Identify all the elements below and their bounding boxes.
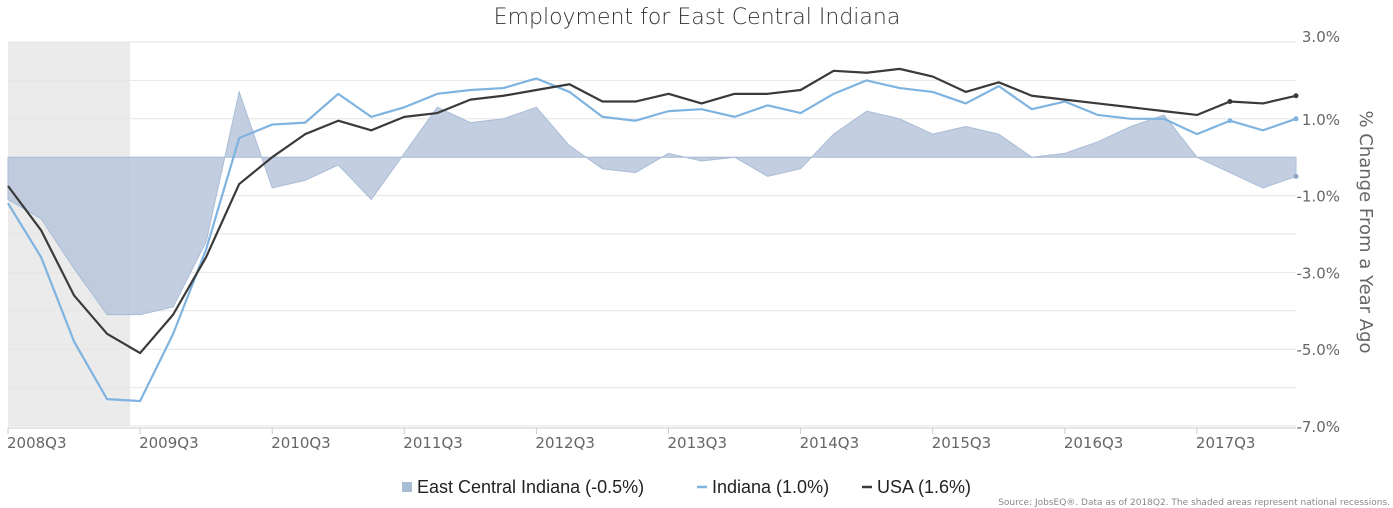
y-tick-label: 1.0% <box>1302 111 1340 129</box>
source-note: Source: JobsEQ®. Data as of 2018Q2. The … <box>998 498 1390 508</box>
x-tick-label: 2011Q3 <box>403 434 463 452</box>
y-tick-label: 3.0% <box>1302 28 1340 46</box>
y-axis-label: % Change From a Year Ago <box>1355 110 1376 353</box>
legend-label: Indiana (1.0%) <box>712 477 829 497</box>
x-tick-label: 2010Q3 <box>271 434 331 452</box>
legend[interactable]: East Central Indiana (-0.5%) Indiana (1.0… <box>402 477 971 497</box>
legend-item[interactable]: USA (1.6%) <box>862 477 971 497</box>
y-tick-label: -3.0% <box>1296 264 1340 282</box>
x-tick-label: 2012Q3 <box>535 434 595 452</box>
data-point <box>1293 173 1299 179</box>
x-tick-label: 2014Q3 <box>800 434 860 452</box>
legend-item[interactable]: East Central Indiana (-0.5%) <box>402 477 644 497</box>
series-line-indiana <box>7 77 1297 403</box>
x-tick-label: 2015Q3 <box>932 434 992 452</box>
chart-title: Employment for East Central Indiana <box>494 5 901 30</box>
series-area-east-central-indiana <box>7 90 1297 316</box>
series-line-usa <box>7 67 1297 355</box>
data-point <box>1293 116 1299 122</box>
legend-label: USA (1.6%) <box>877 477 971 497</box>
y-tick-label: -5.0% <box>1296 341 1340 359</box>
y-tick-label: -7.0% <box>1296 418 1340 436</box>
x-tick-label: 2017Q3 <box>1196 434 1256 452</box>
x-tick-label: 2016Q3 <box>1064 434 1124 452</box>
x-tick-label: 2013Q3 <box>668 434 728 452</box>
x-tick-label: 2009Q3 <box>139 434 199 452</box>
legend-item[interactable]: Indiana (1.0%) <box>697 477 829 497</box>
y-tick-label: -1.0% <box>1296 188 1340 206</box>
data-point <box>1293 93 1299 99</box>
data-point <box>1227 99 1233 105</box>
legend-swatch <box>402 482 412 492</box>
plot-area: 2008Q3 2009Q3 2010Q3 2011Q3 2012Q3 2013Q3 2014… <box>7 28 1340 452</box>
data-point <box>1227 118 1233 124</box>
x-tick-label: 2008Q3 <box>7 434 67 452</box>
legend-label: East Central Indiana (-0.5%) <box>417 477 644 497</box>
